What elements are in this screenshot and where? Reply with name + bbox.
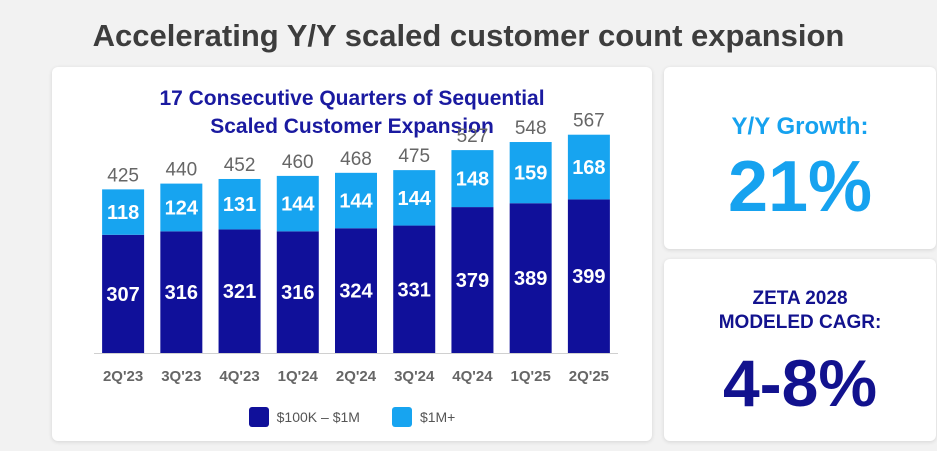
data-label-total: 460: [282, 152, 314, 173]
data-label-total: 452: [224, 155, 256, 176]
data-label-total: 527: [457, 126, 489, 147]
legend-swatch-top-tier: [391, 407, 412, 427]
x-tick-label: 3Q'23: [161, 368, 201, 385]
bar-segment-mid-tier: [567, 199, 610, 353]
chart-title: 17 Consecutive Quarters of Sequential Sc…: [52, 85, 652, 141]
chart-title-line-2: Scaled Customer Expansion: [210, 115, 494, 138]
cagr-label-line-1: ZETA 2028: [752, 288, 848, 309]
data-label-total: 475: [398, 146, 430, 167]
cagr-card: ZETA 2028 MODELED CAGR: 4-8%: [664, 259, 936, 441]
growth-value: 21%: [727, 147, 873, 227]
legend-swatch-mid-tier: [248, 407, 269, 427]
bar-segment-mid-tier: [276, 231, 319, 353]
cagr-label-line-2: MODELED CAGR:: [718, 312, 882, 333]
growth-label: Y/Y Growth:: [731, 113, 869, 140]
chart-legend: $100K – $1M $1M+: [52, 407, 652, 427]
data-label-mid-tier: 379: [456, 270, 489, 292]
bar-segment-top-tier: [509, 142, 552, 204]
x-tick-label: 1Q'24: [278, 368, 319, 385]
cagr-value: 4-8%: [722, 346, 878, 420]
data-label-total: 548: [515, 118, 547, 139]
bar-segment-top-tier: [567, 134, 610, 200]
data-label-total: 425: [107, 165, 139, 186]
x-tick-label: 2Q'23: [103, 368, 143, 385]
data-label-top-tier: 159: [514, 163, 547, 185]
data-label-mid-tier: 321: [223, 281, 256, 303]
x-tick-label: 4Q'24: [452, 368, 493, 385]
data-label-mid-tier: 307: [106, 284, 139, 306]
bar-segment-mid-tier: [451, 207, 494, 353]
bar-segment-mid-tier: [393, 225, 436, 353]
data-label-mid-tier: 324: [339, 281, 373, 303]
data-label-mid-tier: 316: [165, 282, 198, 304]
x-tick-label: 2Q'25: [569, 368, 609, 385]
bar-segment-top-tier: [160, 183, 203, 232]
bar-segment-mid-tier: [218, 229, 261, 353]
data-label-total: 567: [573, 111, 605, 132]
data-label-total: 440: [165, 160, 197, 181]
bar-segment-mid-tier: [509, 203, 552, 353]
legend-label-mid-tier: $100K – $1M: [276, 409, 360, 425]
bar-segment-top-tier: [218, 178, 261, 230]
page-title: Accelerating Y/Y scaled customer count e…: [92, 18, 845, 53]
bar-segment-top-tier: [276, 175, 319, 232]
x-tick-label: 1Q'25: [511, 368, 551, 385]
bar-segment-mid-tier: [160, 231, 203, 353]
data-label-top-tier: 144: [339, 191, 373, 213]
legend-item-mid-tier: $100K – $1M: [248, 407, 360, 427]
chart-title-line-1: 17 Consecutive Quarters of Sequential: [159, 87, 545, 110]
legend-label-top-tier: $1M+: [419, 409, 456, 425]
data-label-top-tier: 148: [456, 169, 489, 191]
chart-card: 17 Consecutive Quarters of Sequential Sc…: [52, 67, 652, 441]
x-tick-label: 2Q'24: [336, 368, 377, 385]
x-tick-label: 4Q'23: [219, 368, 259, 385]
cagr-label: ZETA 2028 MODELED CAGR:: [664, 287, 936, 335]
data-label-mid-tier: 399: [572, 266, 605, 288]
data-label-mid-tier: 389: [514, 268, 547, 290]
data-label-top-tier: 131: [223, 194, 256, 216]
data-label-top-tier: 144: [398, 188, 432, 210]
data-label-top-tier: 168: [572, 157, 605, 179]
bar-segment-top-tier: [451, 150, 494, 208]
stacked-bar-chart: 307 118 425 2Q'23 316 124 440 3Q'23 321 131 452 4Q'…: [94, 111, 618, 385]
growth-card: Y/Y Growth: 21%: [664, 67, 936, 249]
bar-segment-top-tier: [393, 170, 436, 226]
data-label-top-tier: 118: [107, 202, 139, 224]
bar-segment-mid-tier: [102, 234, 145, 353]
bar-segment-top-tier: [102, 189, 145, 235]
data-label-top-tier: 124: [165, 197, 199, 219]
bar-segment-top-tier: [335, 172, 377, 229]
data-label-mid-tier: 316: [281, 282, 314, 304]
bar-segment-mid-tier: [335, 228, 377, 353]
data-label-total: 468: [340, 149, 372, 170]
data-label-top-tier: 144: [281, 194, 315, 216]
legend-item-top-tier: $1M+: [391, 407, 456, 427]
data-label-mid-tier: 331: [398, 279, 431, 301]
x-tick-label: 3Q'24: [394, 368, 435, 385]
